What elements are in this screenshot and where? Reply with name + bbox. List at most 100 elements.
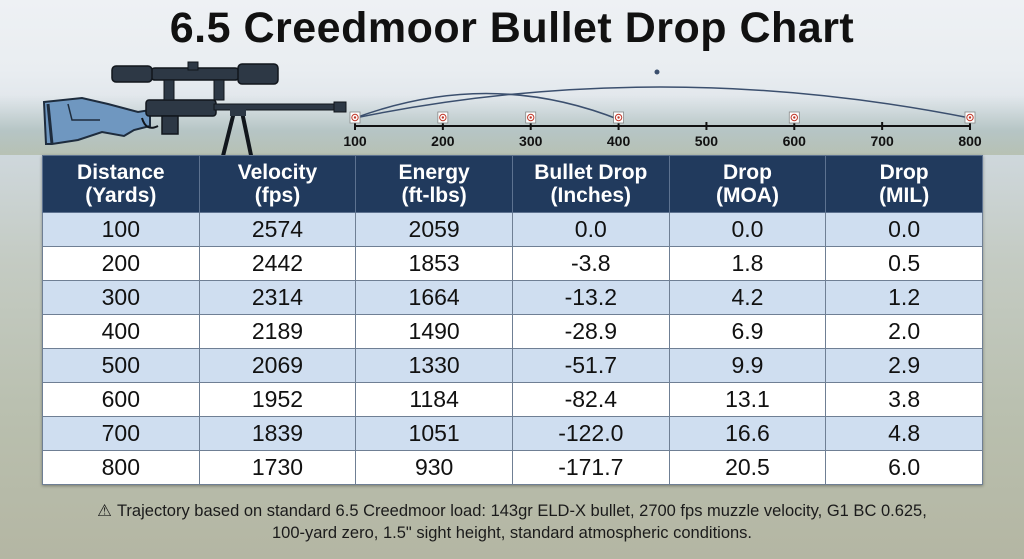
column-header-title: Drop (722, 161, 772, 184)
table-cell: -122.0 (511, 416, 670, 451)
table-cell: 0.5 (825, 246, 983, 281)
table-cell: 3.8 (825, 382, 983, 417)
table-row: 100 2574 2059 0.0 0.0 0.0 (42, 212, 983, 247)
table-row: 300 2314 1664 -13.2 4.2 1.2 (42, 280, 983, 315)
table-cell: 200 (42, 246, 200, 281)
bullet-drop-table: Distance (Yards) Velocity (fps) Energy (ft-lb… (42, 155, 983, 485)
table-cell: 1051 (355, 416, 513, 451)
footnote-line-2: 100-yard zero, 1.5" sight height, standa… (271, 524, 753, 542)
table-cell: 930 (355, 450, 513, 485)
distance-tick-label: 700 (870, 133, 894, 149)
table-row: 400 2189 1490 -28.9 6.9 2.0 (42, 314, 983, 349)
column-header-unit: (MIL) (879, 184, 930, 207)
table-cell: 2059 (355, 212, 513, 247)
target-icon (349, 111, 361, 124)
table-cell: 0.0 (511, 212, 670, 247)
column-header-unit: (Inches) (550, 184, 632, 207)
table-cell: 20.5 (668, 450, 827, 485)
table-cell: 13.1 (668, 382, 827, 417)
table-cell: 800 (42, 450, 200, 485)
column-header-title: Velocity (237, 161, 318, 184)
table-row: 700 1839 1051 -122.0 16.6 4.8 (42, 416, 983, 451)
table-cell: 1952 (198, 382, 357, 417)
trajectory-arc-high (354, 86, 971, 119)
table-cell: 2.9 (825, 348, 983, 383)
table-cell: -82.4 (511, 382, 670, 417)
table-cell: -3.8 (511, 246, 670, 281)
table-row: 200 2442 1853 -3.8 1.8 0.5 (42, 246, 983, 281)
table-cell: 700 (42, 416, 200, 451)
column-header: Velocity (fps) (198, 155, 357, 213)
table-cell: 2069 (198, 348, 357, 383)
table-cell: 600 (42, 382, 200, 417)
column-header: Drop (MIL) (825, 155, 983, 213)
apex-marker (654, 69, 660, 75)
table-cell: 1.2 (825, 280, 983, 315)
column-header-unit: (ft-lbs) (401, 184, 467, 207)
column-header-title: Drop (879, 161, 929, 184)
table-cell: 9.9 (668, 348, 827, 383)
table-cell: 1853 (355, 246, 513, 281)
page-title: 6.5 Creedmoor Bullet Drop Chart (169, 4, 855, 52)
table-cell: 1664 (355, 280, 513, 315)
table-cell: 2.0 (825, 314, 983, 349)
target-icon (437, 111, 449, 124)
column-header: Drop (MOA) (668, 155, 827, 213)
table-cell: 0.0 (668, 212, 827, 247)
distance-tick-label: 400 (607, 133, 631, 149)
distance-tick-label: 500 (695, 133, 719, 149)
table-cell: 1330 (355, 348, 513, 383)
table-body: 100 2574 2059 0.0 0.0 0.0 200 2442 1853 -3.8 1.8 0.… (42, 212, 983, 485)
distance-tick-label: 200 (431, 133, 455, 149)
table-cell: -171.7 (511, 450, 670, 485)
trajectory-diagram: 100 200 300 400 500 600 700 800 (343, 69, 982, 149)
table-cell: 2574 (198, 212, 357, 247)
column-header: Bullet Drop (Inches) (511, 155, 670, 213)
table-cell: 2314 (198, 280, 357, 315)
distance-tick-label: 100 (343, 133, 367, 149)
table-header-row: Distance (Yards) Velocity (fps) Energy (ft-lb… (42, 155, 983, 213)
distance-tick-label: 300 (519, 133, 543, 149)
target-icon (788, 111, 800, 124)
column-header-unit: (fps) (254, 184, 301, 207)
table-row: 800 1730 930 -171.7 20.5 6.0 (42, 450, 983, 485)
table-row: 500 2069 1330 -51.7 9.9 2.9 (42, 348, 983, 383)
rifle-illustration (42, 61, 347, 161)
distance-tick-label: 600 (783, 133, 807, 149)
table-cell: -51.7 (511, 348, 670, 383)
table-cell: 500 (42, 348, 200, 383)
table-cell: 2442 (198, 246, 357, 281)
table-cell: 2189 (198, 314, 357, 349)
table-cell: 1839 (198, 416, 357, 451)
column-header: Distance (Yards) (42, 155, 200, 213)
target-icon (525, 111, 537, 124)
table-cell: 1490 (355, 314, 513, 349)
column-header-title: Distance (77, 161, 165, 184)
table-cell: -28.9 (511, 314, 670, 349)
table-cell: 1184 (355, 382, 513, 417)
column-header: Energy (ft-lbs) (355, 155, 513, 213)
table-cell: -13.2 (511, 280, 670, 315)
distance-ticks: 100 200 300 400 500 600 700 800 (343, 111, 982, 149)
table-row: 600 1952 1184 -82.4 13.1 3.8 (42, 382, 983, 417)
footnote-line-1: Trajectory based on standard 6.5 Creedmo… (116, 502, 927, 520)
table-cell: 6.9 (668, 314, 827, 349)
table-cell: 100 (42, 212, 200, 247)
column-header-unit: (Yards) (85, 184, 157, 207)
table-cell: 16.6 (668, 416, 827, 451)
distance-tick-label: 800 (958, 133, 982, 149)
table-cell: 0.0 (825, 212, 983, 247)
table-cell: 4.8 (825, 416, 983, 451)
table-cell: 1.8 (668, 246, 827, 281)
table-cell: 300 (42, 280, 200, 315)
column-header-title: Energy (398, 161, 470, 184)
table-cell: 4.2 (668, 280, 827, 315)
target-icon (613, 111, 624, 124)
warning-icon: ⚠ (97, 502, 112, 520)
table-cell: 6.0 (825, 450, 983, 485)
column-header-title: Bullet Drop (534, 161, 648, 184)
table-cell: 1730 (198, 450, 357, 485)
target-icon (964, 111, 976, 124)
trajectory-arc-low (354, 92, 621, 121)
column-header-unit: (MOA) (715, 184, 779, 207)
